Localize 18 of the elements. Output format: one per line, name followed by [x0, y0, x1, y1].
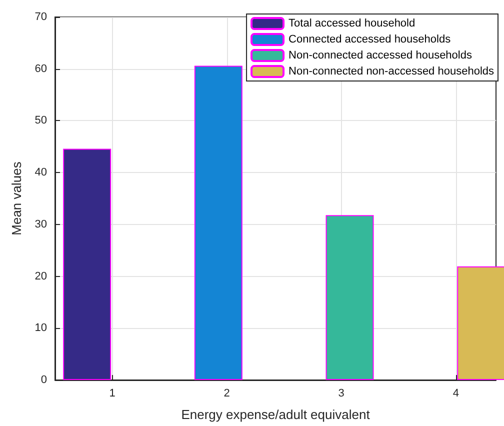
x-tick-label: 1: [109, 388, 116, 400]
y-tick-label: 30: [34, 218, 47, 230]
x-tick-label: 3: [338, 388, 344, 400]
y-tick-label: 20: [34, 270, 47, 282]
y-tick-label: 40: [34, 166, 47, 179]
y-tick-label: 70: [34, 11, 47, 23]
legend-label: Non-connected accessed households: [288, 50, 472, 62]
legend-label: Non-connected non-accessed households: [288, 66, 494, 78]
x-tick-label: 2: [224, 388, 230, 400]
y-tick-label: 50: [34, 114, 47, 127]
x-axis-title: Energy expense/adult equivalent: [181, 407, 370, 422]
legend-label: Total accessed household: [288, 18, 416, 30]
y-tick-label: 60: [34, 62, 47, 75]
x-tick-label: 4: [452, 388, 459, 400]
y-tick-label: 10: [34, 322, 47, 334]
y-axis-title: Mean values: [9, 161, 24, 236]
legend-label: Connected accessed households: [288, 34, 452, 46]
y-tick-label: 0: [40, 374, 47, 386]
